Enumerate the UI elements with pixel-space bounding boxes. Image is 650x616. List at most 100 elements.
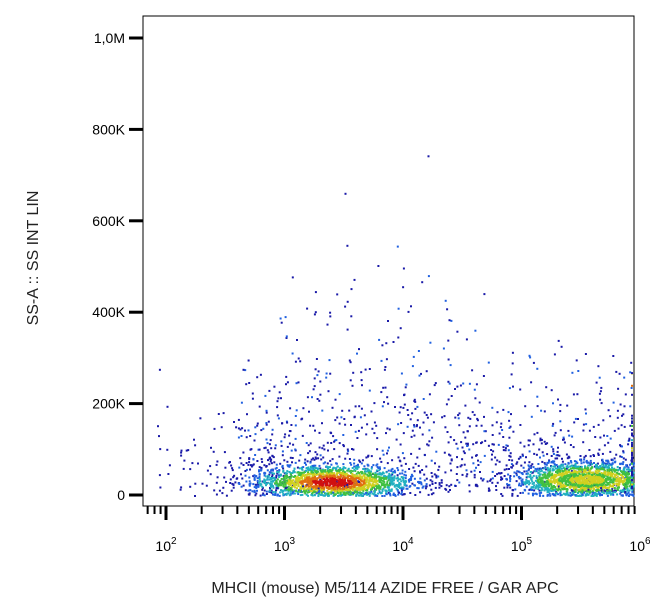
data-point xyxy=(603,468,605,471)
data-point xyxy=(293,492,296,495)
data-point xyxy=(545,488,548,491)
data-point xyxy=(577,418,579,420)
data-point xyxy=(574,494,577,497)
data-point xyxy=(546,480,549,482)
data-point xyxy=(515,472,518,475)
data-point xyxy=(551,492,554,495)
data-point xyxy=(515,474,518,477)
data-point xyxy=(468,448,471,451)
data-point xyxy=(405,484,408,487)
data-point xyxy=(554,431,557,434)
data-point xyxy=(275,484,278,487)
data-point xyxy=(558,479,561,482)
data-point xyxy=(540,487,543,490)
data-point xyxy=(199,417,202,420)
data-point xyxy=(310,465,313,468)
data-point xyxy=(589,482,592,484)
data-point xyxy=(285,493,288,496)
data-point xyxy=(286,381,289,384)
data-point xyxy=(547,483,550,486)
data-point xyxy=(344,472,347,475)
data-point xyxy=(612,401,615,404)
data-point xyxy=(572,486,575,489)
data-point xyxy=(383,484,386,487)
data-point xyxy=(311,466,314,469)
data-point xyxy=(560,482,563,485)
data-point xyxy=(577,465,580,468)
data-point xyxy=(276,406,279,409)
data-point xyxy=(272,491,275,494)
data-point xyxy=(441,416,444,419)
data-point xyxy=(584,466,586,469)
data-point xyxy=(590,484,593,487)
data-point xyxy=(298,481,301,484)
data-point xyxy=(356,487,359,490)
data-point xyxy=(373,486,376,489)
data-point xyxy=(318,481,321,484)
data-point xyxy=(604,486,607,489)
data-point xyxy=(340,416,343,419)
data-point xyxy=(580,494,583,497)
data-point xyxy=(477,464,480,466)
data-point xyxy=(344,192,347,195)
data-point xyxy=(343,480,346,482)
data-point xyxy=(411,482,414,485)
data-point xyxy=(567,493,570,496)
data-point xyxy=(297,485,300,488)
data-point xyxy=(381,488,384,491)
data-point xyxy=(620,478,623,481)
data-point xyxy=(345,476,348,479)
data-point xyxy=(194,444,197,447)
data-point xyxy=(588,462,591,465)
data-point xyxy=(421,486,424,489)
data-point xyxy=(450,395,453,397)
x-tick-label: 105 xyxy=(511,536,533,554)
data-point xyxy=(565,476,568,479)
data-point xyxy=(505,444,508,447)
data-point xyxy=(594,478,597,481)
data-point xyxy=(375,488,378,491)
data-point xyxy=(567,429,570,432)
data-point xyxy=(348,488,350,491)
data-point xyxy=(581,489,584,492)
data-point xyxy=(395,477,398,480)
data-point xyxy=(329,469,331,471)
data-point xyxy=(381,495,384,497)
data-point xyxy=(608,492,611,495)
data-point xyxy=(618,480,621,483)
data-point xyxy=(575,460,578,463)
data-point xyxy=(612,491,614,494)
data-point xyxy=(353,278,356,281)
data-point xyxy=(364,472,367,475)
data-point xyxy=(325,376,328,379)
data-point xyxy=(248,483,251,486)
data-point xyxy=(600,481,603,484)
data-point xyxy=(233,421,235,423)
data-point xyxy=(353,474,356,477)
data-point xyxy=(180,454,183,457)
data-point xyxy=(269,457,271,460)
data-point xyxy=(613,486,616,489)
data-point xyxy=(510,373,513,376)
data-point xyxy=(614,491,617,494)
data-point xyxy=(571,489,574,492)
data-point xyxy=(540,469,543,472)
data-point xyxy=(616,489,619,491)
data-point xyxy=(402,432,405,435)
data-point xyxy=(516,470,519,473)
data-point xyxy=(428,440,431,443)
data-point xyxy=(501,494,504,497)
data-point xyxy=(537,479,539,482)
data-point xyxy=(530,381,533,384)
data-point xyxy=(317,493,320,496)
data-point xyxy=(279,481,282,484)
data-point xyxy=(358,494,361,497)
data-point xyxy=(621,414,623,417)
data-point xyxy=(356,437,359,439)
data-point xyxy=(402,480,405,483)
data-point xyxy=(326,467,329,470)
data-point xyxy=(335,468,338,471)
data-point xyxy=(610,463,613,466)
data-point xyxy=(571,476,574,479)
data-point xyxy=(383,401,385,404)
